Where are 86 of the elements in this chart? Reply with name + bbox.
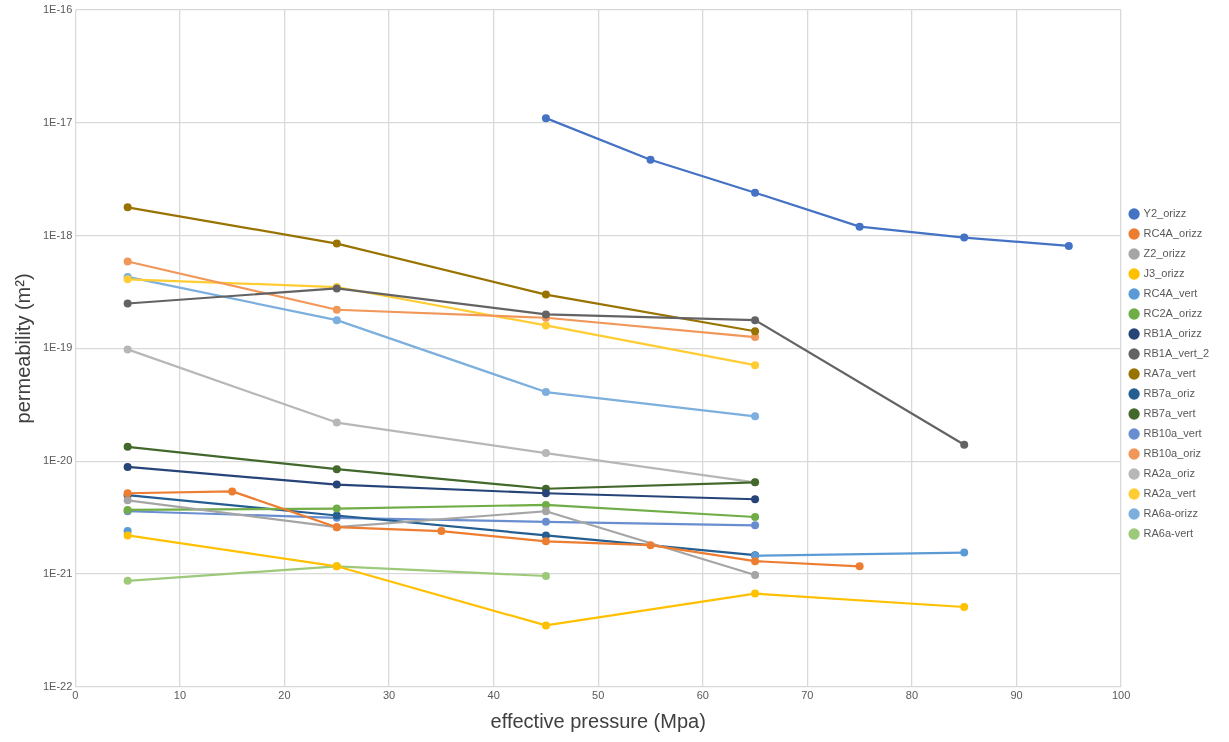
point bbox=[123, 257, 132, 266]
x-tick-label: 70 bbox=[801, 689, 814, 702]
point bbox=[646, 541, 655, 550]
point bbox=[751, 570, 760, 579]
y-tick-label: 1E-17 bbox=[42, 115, 73, 128]
x-axis-title: effective pressure (Mpa) bbox=[490, 709, 706, 732]
point bbox=[751, 412, 760, 421]
x-tick-label: 90 bbox=[1010, 689, 1023, 702]
x-tick-label: 20 bbox=[278, 689, 291, 702]
legend-label: Z2_orizz bbox=[1143, 247, 1186, 260]
point bbox=[541, 489, 550, 498]
point bbox=[332, 504, 341, 513]
point bbox=[332, 480, 341, 489]
point bbox=[751, 327, 760, 336]
legend-label: RA6a-orizz bbox=[1143, 507, 1198, 520]
point bbox=[855, 222, 864, 231]
y-axis-title: permeability (m²) bbox=[11, 273, 34, 424]
point bbox=[541, 572, 550, 580]
point bbox=[960, 440, 969, 449]
point bbox=[751, 495, 760, 504]
x-tick-label: 60 bbox=[696, 689, 709, 702]
point bbox=[1064, 241, 1073, 250]
x-tick-label: 80 bbox=[905, 689, 919, 702]
point bbox=[332, 418, 341, 427]
x-tick-label: 10 bbox=[173, 689, 187, 702]
point bbox=[541, 114, 550, 123]
point bbox=[960, 602, 969, 611]
legend-label: RB1A_orizz bbox=[1143, 327, 1202, 340]
point bbox=[541, 388, 550, 397]
legend-label: RA2a_vert bbox=[1143, 487, 1196, 500]
point bbox=[751, 316, 760, 325]
legend-label: RC4A_vert bbox=[1143, 287, 1198, 300]
point bbox=[123, 299, 132, 308]
point bbox=[751, 188, 760, 197]
point bbox=[751, 589, 760, 598]
legend-label: RC2A_orizz bbox=[1143, 307, 1203, 320]
point bbox=[437, 527, 446, 536]
point bbox=[123, 462, 132, 471]
x-tick-label: 30 bbox=[382, 689, 396, 702]
x-tick-label: 100 bbox=[1111, 689, 1131, 702]
x-tick-label: 0 bbox=[72, 689, 79, 702]
point bbox=[855, 562, 864, 571]
point bbox=[751, 521, 760, 530]
point bbox=[960, 233, 969, 242]
legend-label: RC4A_orizz bbox=[1143, 227, 1203, 240]
legend-label: RB1A_vert_2 bbox=[1143, 347, 1210, 360]
y-tick-label: 1E-20 bbox=[42, 454, 73, 467]
y-tick-label: 1E-18 bbox=[42, 228, 73, 241]
legend-label: Y2_orizz bbox=[1143, 207, 1187, 220]
point bbox=[228, 487, 237, 496]
point bbox=[123, 531, 132, 540]
point bbox=[332, 316, 341, 325]
point bbox=[332, 465, 341, 474]
legend-label: RB10a_oriz bbox=[1143, 447, 1202, 460]
x-tick-label: 50 bbox=[592, 689, 605, 702]
point bbox=[646, 155, 655, 164]
y-tick-label: 1E-22 bbox=[42, 679, 73, 692]
point bbox=[751, 513, 760, 522]
legend-label: RB7a_vert bbox=[1143, 407, 1196, 420]
point bbox=[751, 361, 760, 370]
point bbox=[123, 203, 132, 212]
point bbox=[960, 548, 969, 557]
point bbox=[123, 345, 132, 354]
point bbox=[123, 442, 132, 451]
x-tick-label: 40 bbox=[487, 689, 500, 702]
legend-label: J3_orizz bbox=[1143, 267, 1185, 280]
y-tick-label: 1E-16 bbox=[42, 3, 73, 16]
point bbox=[123, 496, 132, 505]
y-tick-label: 1E-19 bbox=[42, 341, 73, 354]
point bbox=[541, 321, 550, 330]
point bbox=[332, 305, 341, 314]
legend-label: RB7a_oriz bbox=[1143, 387, 1195, 400]
point bbox=[541, 537, 550, 546]
legend-label: RA2a_oriz bbox=[1143, 467, 1195, 480]
point bbox=[541, 507, 550, 516]
legend-label: RB10a_vert bbox=[1143, 427, 1202, 440]
point bbox=[541, 449, 550, 458]
point bbox=[541, 621, 550, 630]
point bbox=[751, 557, 760, 566]
point bbox=[123, 576, 132, 585]
legend-label: RA6a-vert bbox=[1143, 527, 1194, 540]
point bbox=[541, 517, 550, 526]
y-tick-label: 1E-21 bbox=[42, 567, 73, 580]
point bbox=[332, 239, 341, 248]
point bbox=[541, 290, 550, 299]
legend-label: RA7a_vert bbox=[1143, 367, 1196, 380]
